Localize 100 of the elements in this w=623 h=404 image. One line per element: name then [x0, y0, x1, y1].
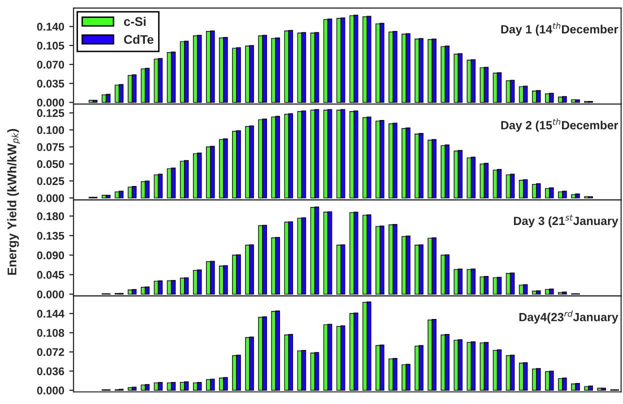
- bar: [223, 37, 228, 103]
- bar: [170, 52, 176, 103]
- bar: [353, 14, 358, 103]
- bar: [301, 32, 306, 103]
- bar: [288, 30, 294, 103]
- bar: [210, 146, 215, 198]
- bar: [470, 341, 476, 391]
- bar: [314, 32, 320, 103]
- bar: [314, 109, 320, 198]
- bar: [484, 162, 489, 198]
- bar: [470, 268, 476, 295]
- bar: [458, 268, 463, 295]
- bar: [340, 109, 346, 198]
- bar: [562, 96, 567, 103]
- bar: [392, 122, 398, 198]
- bar: [271, 237, 276, 295]
- bar: [432, 319, 436, 391]
- bar: [249, 336, 254, 391]
- bar: [571, 194, 576, 198]
- bar: [170, 280, 176, 295]
- bar: [102, 94, 106, 103]
- bar: [210, 30, 215, 103]
- bar: [458, 53, 463, 103]
- bar: [575, 194, 580, 198]
- bar: [236, 47, 241, 103]
- bar: [327, 211, 332, 295]
- bar: [510, 272, 515, 295]
- y-tick-label: 0.000: [37, 98, 64, 107]
- bar: [132, 386, 137, 391]
- bar: [301, 110, 306, 198]
- text: Day 3 (21$^{st}$January: [514, 214, 618, 228]
- bar: [562, 292, 567, 295]
- bar: [496, 349, 502, 391]
- bar: [440, 254, 446, 295]
- y-tick-label: 0.135: [37, 232, 64, 240]
- bar: [184, 381, 189, 391]
- bar: [458, 339, 463, 391]
- bar: [340, 17, 346, 103]
- bar: [144, 286, 150, 295]
- bar: [271, 38, 276, 103]
- bar: [210, 378, 215, 391]
- bar: [301, 217, 306, 295]
- bar: [132, 74, 137, 103]
- bar: [197, 34, 202, 103]
- bar: [366, 116, 372, 198]
- bar: [432, 139, 436, 198]
- bar: [484, 276, 489, 295]
- bar: [562, 190, 567, 198]
- bar: [271, 311, 276, 391]
- y-tick-label: 0.075: [37, 143, 64, 152]
- bar: [184, 277, 189, 295]
- y-tick-label: 0.144: [37, 310, 64, 318]
- bar: [366, 16, 372, 103]
- bar: [496, 169, 502, 198]
- y-tick-label: 0.045: [37, 270, 64, 279]
- bar: [92, 100, 98, 103]
- bar: [444, 254, 450, 295]
- bar: [353, 110, 358, 198]
- bar: [406, 33, 410, 103]
- bar: [132, 186, 137, 198]
- y-tick-label: 0.108: [37, 328, 64, 337]
- bar: [262, 118, 267, 198]
- y-axis-title: Energy Yield (kWh/kW$_{pk}$): [7, 129, 20, 275]
- bar: [158, 382, 163, 391]
- bar: [406, 364, 410, 391]
- bar: [144, 68, 150, 103]
- bar: [106, 94, 110, 103]
- bar: [406, 127, 410, 198]
- bar: [536, 290, 541, 295]
- bar: [366, 214, 372, 295]
- bar: [314, 352, 320, 391]
- bar: [432, 237, 436, 295]
- bar: [380, 22, 384, 103]
- bar: [158, 280, 163, 295]
- bar: [418, 132, 424, 198]
- text: Day 2 (15$^{th}$December: [501, 118, 618, 132]
- bar: [197, 382, 202, 391]
- bar: [496, 276, 502, 295]
- bar: [444, 144, 450, 198]
- bar: [536, 183, 541, 198]
- bar: [288, 221, 294, 295]
- y-tick-label: 0.050: [37, 160, 64, 168]
- bar: [275, 236, 280, 295]
- bar: [170, 382, 176, 391]
- bar: [418, 244, 424, 295]
- y-tick-label: 0.025: [37, 177, 64, 186]
- legend-label: CdTe: [124, 34, 154, 44]
- bar: [549, 92, 554, 103]
- bar: [197, 270, 202, 295]
- y-tick-label: 0.125: [37, 109, 64, 118]
- bar: [444, 334, 450, 391]
- bar: [588, 386, 593, 391]
- bar: [327, 109, 332, 198]
- bar: [406, 236, 410, 295]
- bar: [236, 254, 241, 295]
- bar: [223, 377, 228, 391]
- y-tick-label: 0.000: [37, 290, 64, 298]
- bar: [440, 334, 446, 391]
- bar: [470, 156, 476, 198]
- bar: [223, 138, 228, 198]
